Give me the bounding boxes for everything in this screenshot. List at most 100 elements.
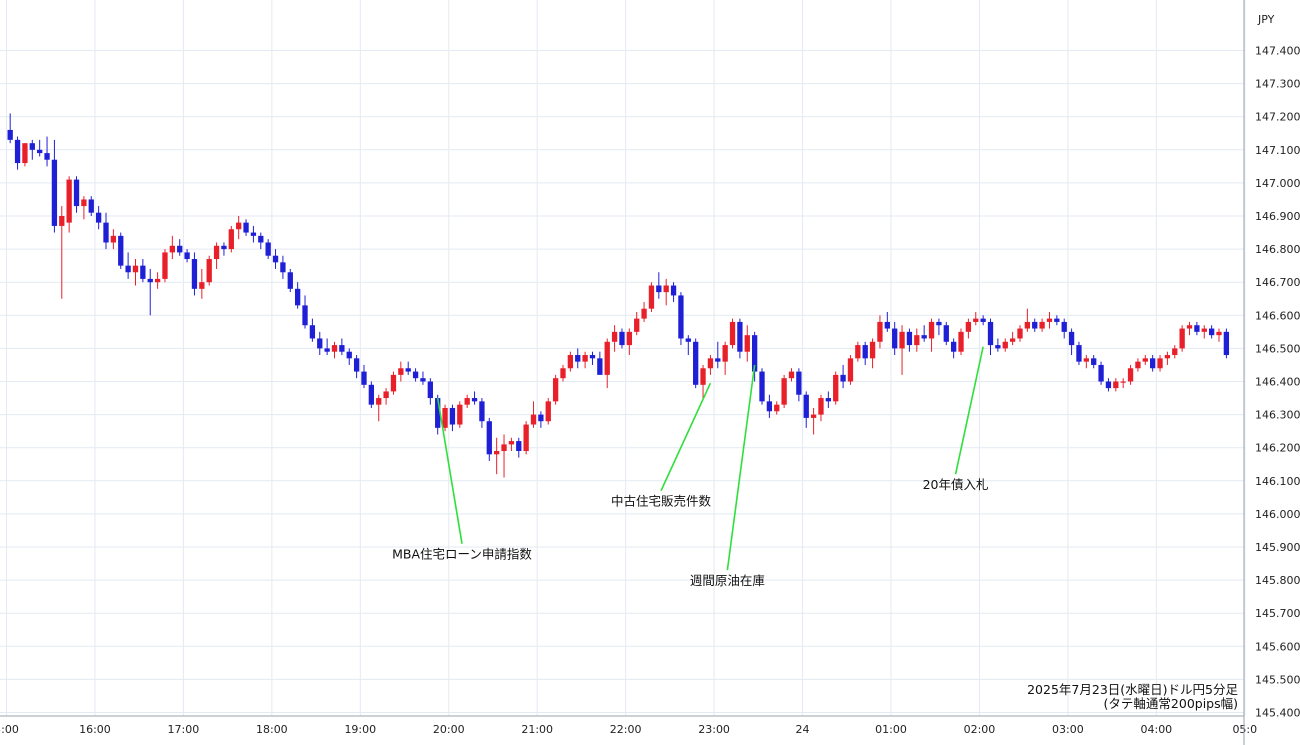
- candle-body: [1157, 358, 1163, 369]
- candle: [486, 417, 492, 461]
- candle-body: [228, 229, 234, 250]
- candle: [228, 225, 234, 253]
- candle-body: [169, 245, 175, 253]
- candle-body: [582, 355, 588, 362]
- candle: [516, 437, 522, 458]
- candle-body: [221, 245, 227, 250]
- candle-body: [206, 259, 212, 283]
- candle-body: [744, 335, 750, 352]
- candle-body: [464, 398, 470, 405]
- candle: [818, 394, 824, 422]
- candle: [66, 176, 72, 233]
- candle: [634, 311, 640, 336]
- candle-body: [457, 404, 463, 425]
- candle: [294, 282, 301, 309]
- candle-body: [818, 398, 824, 415]
- candle-body: [619, 331, 625, 346]
- candle: [774, 401, 780, 415]
- candle: [943, 321, 949, 346]
- candle: [921, 325, 927, 342]
- candle-body: [523, 424, 529, 452]
- candle-body: [597, 358, 603, 375]
- candle-body: [516, 441, 522, 452]
- candle: [1135, 358, 1141, 372]
- x-tick-label: 24: [796, 723, 810, 736]
- candle-body: [250, 232, 257, 236]
- candle: [1164, 351, 1171, 365]
- candle-body: [1127, 368, 1134, 382]
- candle-body: [59, 216, 65, 226]
- candle-body: [670, 285, 677, 296]
- candle: [766, 394, 773, 418]
- x-tick-label: 18:00: [256, 723, 288, 736]
- candle-body: [383, 391, 389, 399]
- x-tick-label: 17:00: [168, 723, 200, 736]
- candle: [685, 335, 691, 356]
- candle: [110, 229, 117, 250]
- candle: [1017, 325, 1023, 342]
- candle-body: [589, 355, 596, 359]
- candle: [1150, 355, 1156, 372]
- candle-body: [140, 265, 146, 279]
- candle-body: [132, 265, 139, 273]
- annotation-label: 20年債入札: [923, 477, 989, 492]
- candle-body: [877, 321, 883, 342]
- candle-body: [66, 179, 72, 223]
- candle-body: [1164, 355, 1171, 359]
- x-tick-label: 16:00: [79, 723, 111, 736]
- y-tick-label: 147.400: [1255, 45, 1300, 58]
- candle: [810, 407, 817, 435]
- y-tick-label: 146.700: [1255, 276, 1300, 289]
- candle: [22, 143, 28, 167]
- candle-body: [1002, 341, 1008, 349]
- candle-body: [501, 444, 507, 452]
- candle: [1091, 355, 1097, 369]
- candle-body: [1223, 331, 1230, 356]
- candle: [353, 355, 360, 379]
- candle-body: [1150, 358, 1156, 369]
- chart-title: 2025年7月23日(水曜日)ドル円5分足: [1027, 682, 1238, 697]
- candle: [280, 255, 286, 279]
- candle: [7, 113, 13, 144]
- candle: [1186, 321, 1193, 336]
- candle: [1039, 318, 1045, 332]
- candle: [140, 259, 146, 283]
- candle: [95, 206, 102, 230]
- candle: [103, 212, 109, 250]
- candle: [1223, 328, 1230, 359]
- candle: [1157, 355, 1163, 372]
- candle: [597, 351, 603, 375]
- candle: [169, 235, 175, 260]
- candle-body: [567, 355, 574, 369]
- candle-body: [1194, 325, 1200, 332]
- x-tick-label: 03:00: [1052, 723, 1084, 736]
- candle-body: [1061, 321, 1067, 332]
- candle: [508, 437, 515, 452]
- candle-body: [125, 265, 131, 273]
- candle: [604, 338, 610, 389]
- candle-body: [803, 394, 809, 418]
- candle-body: [1142, 358, 1148, 362]
- candle: [59, 206, 65, 299]
- candle-body: [774, 404, 780, 412]
- candle: [825, 391, 832, 408]
- candle: [877, 315, 883, 349]
- candle-body: [184, 252, 190, 260]
- candle: [236, 216, 242, 240]
- candle: [272, 249, 279, 269]
- candle: [560, 364, 566, 382]
- candle-body: [980, 318, 986, 322]
- x-tick-label: 04:00: [1140, 723, 1172, 736]
- candle: [973, 311, 979, 326]
- annotation-label: MBA住宅ローン申請指数: [392, 547, 532, 562]
- y-tick-label: 145.600: [1255, 640, 1300, 653]
- candle: [361, 364, 367, 389]
- candle-body: [1135, 361, 1141, 369]
- candle-body: [604, 341, 610, 375]
- annotation-leader-line: [660, 382, 712, 492]
- candle-body: [950, 341, 957, 352]
- candle-body: [1083, 358, 1089, 362]
- candle: [700, 364, 706, 399]
- y-tick-label: 145.700: [1255, 607, 1300, 620]
- candle: [1054, 315, 1060, 326]
